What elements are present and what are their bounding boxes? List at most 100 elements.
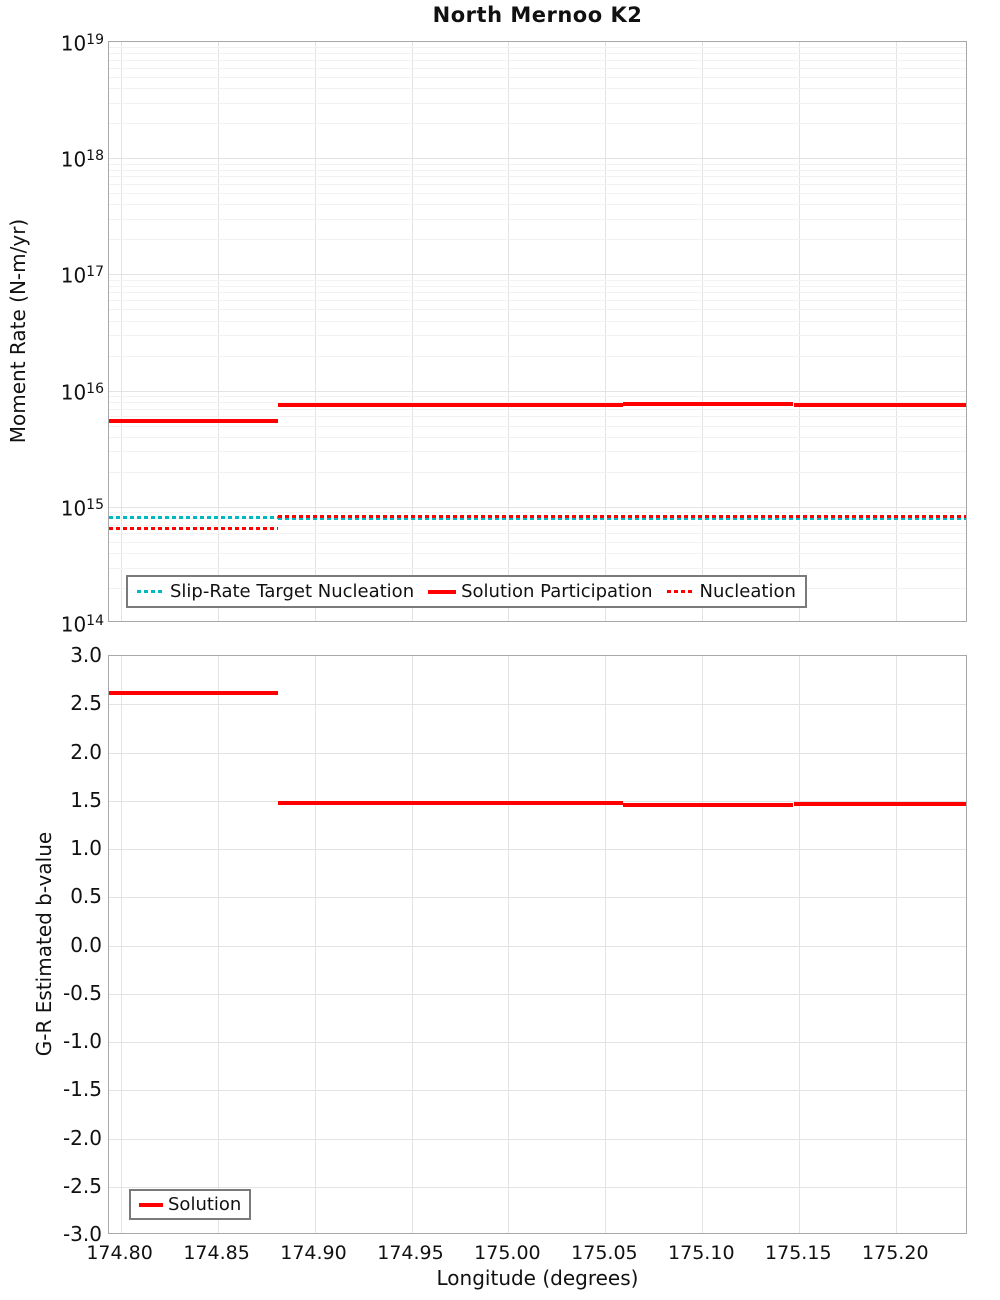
grid-line-minor [109, 471, 966, 473]
y-tick-label: 1014 [60, 612, 104, 637]
grid-line-major [109, 274, 966, 276]
grid-line-minor [109, 239, 966, 241]
grid-line-minor [109, 512, 966, 514]
y-tick-label: 2.5 [70, 691, 102, 716]
series-segment-solution [622, 802, 794, 807]
grid-line-vertical [411, 42, 413, 621]
y-tick-label: 1.5 [70, 787, 102, 812]
grid-line-major [109, 1042, 966, 1043]
grid-line-minor [109, 176, 966, 178]
grid-line-minor [109, 169, 966, 171]
legend-item-solution-participation: Solution Participation [428, 581, 653, 602]
y-tick-label: 3.0 [70, 643, 102, 667]
grid-line-major [109, 752, 966, 754]
series-segment-nucleation [277, 515, 966, 519]
grid-line-minor [109, 524, 966, 526]
y-tick-label: 1019 [60, 31, 104, 56]
grid-line-major [109, 158, 966, 160]
solution-participation-line-swatch [428, 589, 457, 594]
grid-line-minor [109, 320, 966, 322]
series-segment-solution [793, 801, 966, 806]
legend-item-slip-rate-target-nucleation: Slip-Rate Target Nucleation [137, 581, 414, 602]
grid-line-minor [109, 123, 966, 125]
grid-line-minor [109, 219, 966, 220]
x-tick-label: 175.15 [765, 1242, 832, 1264]
top-legend: Slip-Rate Target Nucleation Solution Par… [126, 575, 807, 608]
grid-line-minor [109, 285, 966, 287]
series-segment-solution-participation [109, 418, 278, 423]
grid-line-vertical [314, 656, 316, 1233]
series-segment-slip-rate-target-nucleation [109, 515, 278, 519]
grid-line-minor [109, 395, 966, 397]
grid-line-major [109, 1090, 966, 1092]
grid-line-vertical [896, 656, 898, 1233]
legend-label-slip-rate-target-nucleation: Slip-Rate Target Nucleation [170, 581, 415, 602]
grid-line-vertical [896, 42, 898, 621]
series-segment-solution-participation [622, 402, 794, 407]
grid-line-minor [109, 408, 966, 410]
grid-line-minor [109, 163, 966, 165]
legend-item-solution: Solution [139, 1194, 241, 1215]
x-tick-label: 174.95 [377, 1242, 444, 1264]
grid-line-major [109, 1186, 966, 1188]
grid-line-vertical [411, 656, 413, 1233]
moment-rate-plot [108, 41, 967, 622]
grid-line-vertical [605, 656, 607, 1233]
series-segment-solution-participation [793, 402, 966, 407]
nucleation-line-swatch [666, 590, 695, 593]
x-tick-label: 175.10 [668, 1242, 735, 1264]
grid-line-major [109, 849, 966, 850]
series-segment-solution [109, 690, 278, 695]
y-tick-label: -1.0 [62, 1029, 102, 1053]
grid-line-minor [109, 193, 966, 195]
grid-line-vertical [799, 656, 801, 1233]
grid-line-minor [109, 416, 966, 418]
x-tick-label: 175.05 [571, 1242, 638, 1264]
x-tick-label: 175.00 [474, 1242, 541, 1264]
slip-rate-target-nucleation-line-swatch [137, 590, 165, 593]
x-tick-label: 175.20 [862, 1242, 929, 1264]
grid-line-minor [109, 292, 966, 294]
grid-line-minor [109, 67, 966, 69]
x-tick-label: 174.85 [183, 1242, 250, 1264]
y-tick-label: 1015 [60, 496, 104, 521]
y-tick-label: -1.5 [62, 1077, 102, 1102]
grid-line-minor [109, 532, 966, 534]
grid-line-minor [109, 279, 966, 281]
grid-line-minor [109, 102, 966, 104]
y-tick-label: 2.0 [70, 739, 102, 764]
grid-line-major [109, 390, 966, 392]
moment-rate-axis-label: Moment Rate (N-m/yr) [6, 218, 30, 444]
legend-label-solution: Solution [168, 1194, 242, 1215]
grid-line-minor [109, 436, 966, 438]
grid-line-minor [109, 53, 966, 55]
b-value-plot [108, 655, 967, 1234]
grid-line-minor [109, 335, 966, 337]
series-segment-nucleation [109, 527, 278, 530]
x-tick-label: 174.90 [280, 1242, 347, 1264]
y-tick-label: 1017 [60, 264, 104, 289]
grid-line-minor [109, 60, 966, 61]
grid-line-vertical [605, 42, 607, 621]
y-tick-label: -3.0 [62, 1222, 102, 1246]
grid-line-vertical [702, 42, 704, 621]
grid-line-vertical [120, 42, 122, 621]
legend-label-solution-participation: Solution Participation [461, 581, 653, 602]
series-segment-solution [277, 800, 623, 805]
grid-line-minor [109, 425, 966, 427]
grid-line-major [109, 897, 966, 899]
y-tick-label: -2.5 [62, 1173, 102, 1198]
grid-line-minor [109, 451, 966, 453]
grid-line-vertical [217, 656, 219, 1233]
grid-line-minor [109, 88, 966, 90]
grid-line-major [109, 704, 966, 706]
y-tick-label: 1.0 [70, 836, 102, 860]
grid-line-vertical [217, 42, 219, 621]
grid-line-vertical [508, 656, 510, 1233]
x-tick-label: 174.80 [86, 1242, 153, 1264]
grid-line-vertical [799, 42, 801, 621]
legend-label-nucleation: Nucleation [699, 581, 796, 602]
chart-title: North Mernoo K2 [432, 3, 643, 27]
grid-line-minor [109, 401, 966, 403]
grid-line-major [109, 1138, 966, 1140]
